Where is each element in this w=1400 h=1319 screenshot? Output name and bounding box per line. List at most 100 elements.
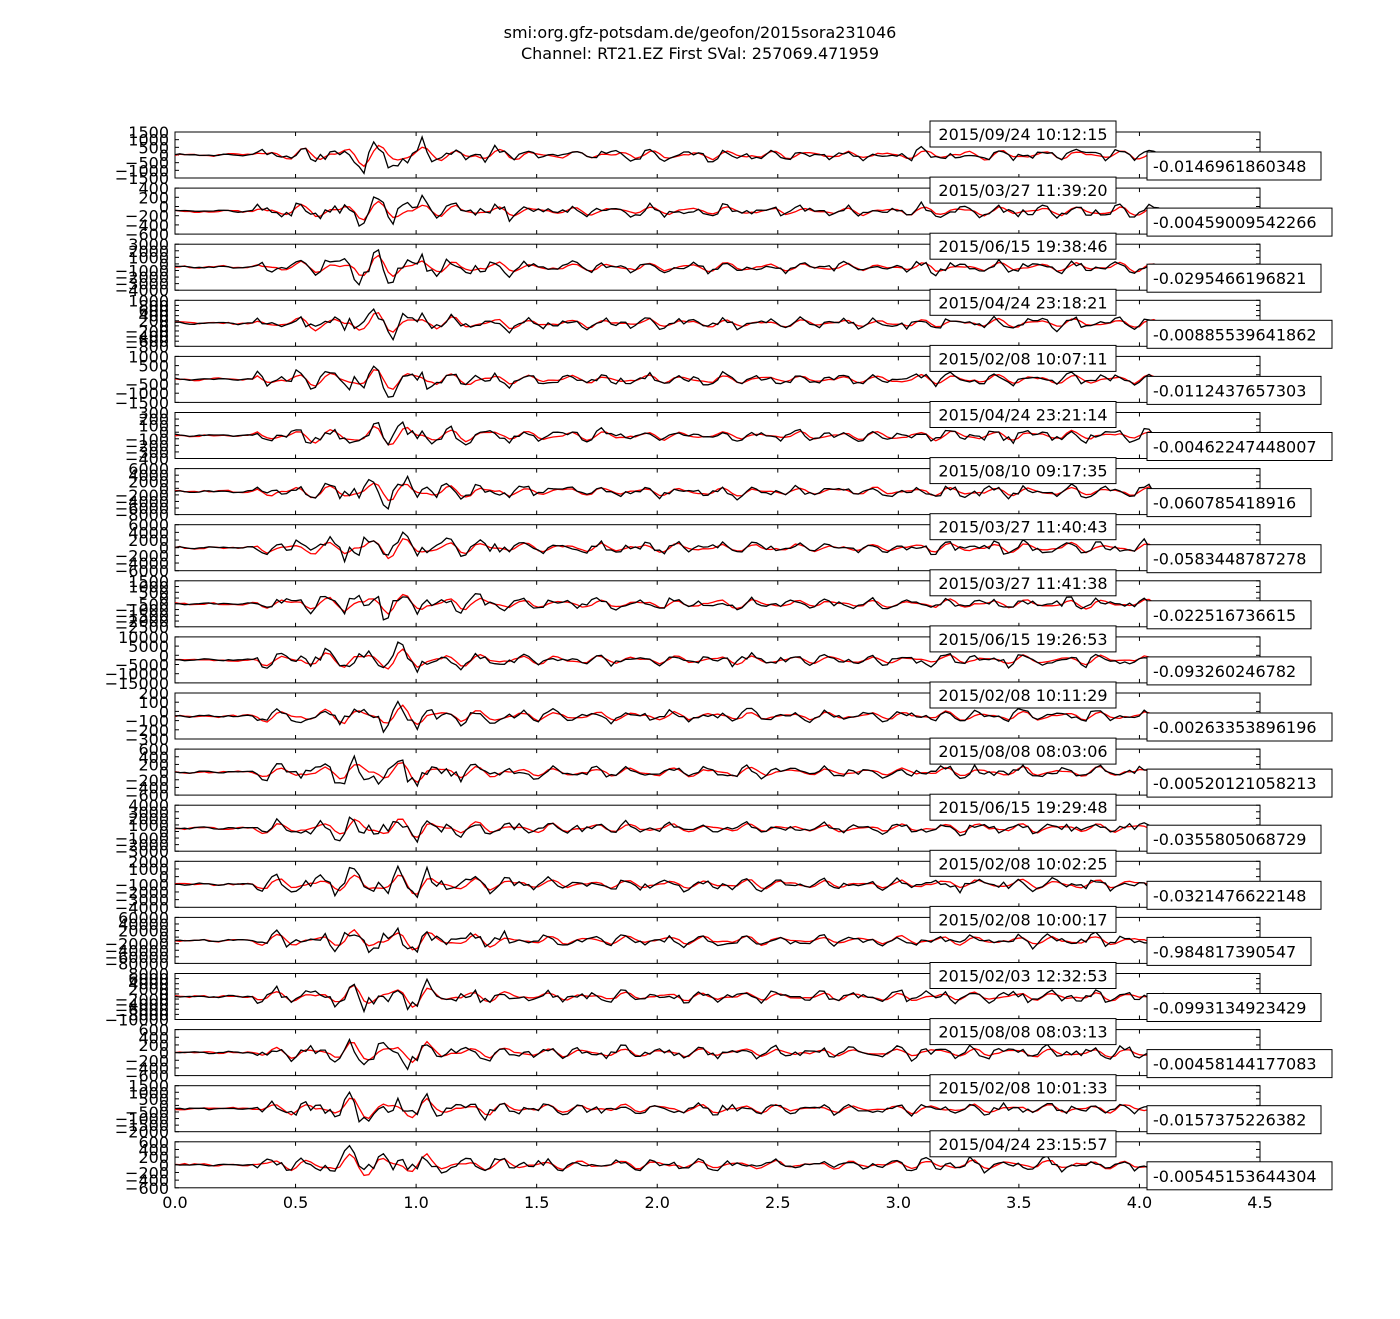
date-label: 2015/03/27 11:40:43 bbox=[938, 518, 1107, 537]
date-label: 2015/02/08 10:11:29 bbox=[938, 686, 1107, 705]
y-tick-label: 0 bbox=[159, 985, 169, 1004]
y-tick-label: 600 bbox=[138, 1133, 169, 1152]
y-tick-label: −40000 bbox=[105, 941, 169, 960]
y-tick-label: −2000 bbox=[115, 836, 169, 855]
date-label: 2015/02/08 10:07:11 bbox=[938, 349, 1107, 368]
y-tick-label: 1000 bbox=[128, 578, 169, 597]
y-tick-label: −600 bbox=[125, 332, 169, 351]
reference-trace bbox=[175, 134, 1164, 175]
y-tick-label: −600 bbox=[125, 225, 169, 244]
date-label: 2015/02/08 10:00:17 bbox=[938, 910, 1107, 929]
chart-title-block: smi:org.gfz-potsdam.de/geofon/2015sora23… bbox=[0, 22, 1400, 64]
reference-trace bbox=[175, 754, 1164, 788]
y-tick-label: −8000 bbox=[115, 506, 169, 525]
y-tick-label: −2000 bbox=[115, 612, 169, 631]
reference-trace bbox=[175, 1144, 1164, 1174]
date-label: 2015/02/08 10:01:33 bbox=[938, 1079, 1107, 1098]
y-tick-label: 1500 bbox=[128, 123, 169, 142]
y-tick-label: −5000 bbox=[115, 656, 169, 675]
y-tick-label: 60000 bbox=[118, 908, 169, 927]
y-tick-label: 800 bbox=[138, 296, 169, 315]
reference-trace bbox=[175, 421, 1164, 446]
correlation-box bbox=[1146, 993, 1322, 1022]
y-tick-label: −200 bbox=[125, 1163, 169, 1182]
correlation-label: -0.0993134923429 bbox=[1153, 999, 1306, 1018]
waveform-panel: 80006000400020000−2000−4000−6000−8000−10… bbox=[105, 962, 1322, 1030]
x-tick-label: 4.0 bbox=[1127, 1193, 1152, 1212]
y-tick-label: 0 bbox=[159, 646, 169, 665]
reference-trace bbox=[175, 308, 1165, 342]
y-tick-label: −200 bbox=[125, 721, 169, 740]
y-tick-label: 200 bbox=[138, 188, 169, 207]
y-tick-label: −6000 bbox=[115, 499, 169, 518]
correlation-box bbox=[1146, 319, 1333, 349]
y-tick-label: −800 bbox=[125, 337, 169, 356]
x-tick-label: 3.0 bbox=[886, 1193, 911, 1212]
y-tick-label: −3000 bbox=[115, 842, 169, 861]
y-tick-label: 1000 bbox=[128, 860, 169, 879]
y-tick-label: 1000 bbox=[128, 291, 169, 310]
y-tick-label: −20000 bbox=[105, 935, 169, 954]
y-tick-label: 200 bbox=[138, 1036, 169, 1055]
correlation-box bbox=[1146, 712, 1333, 742]
y-tick-label: 0 bbox=[159, 763, 169, 782]
correlation-label: -0.0583448787278 bbox=[1153, 550, 1306, 569]
correlation-label: -0.0146961860348 bbox=[1153, 157, 1306, 176]
y-tick-label: −6000 bbox=[115, 1000, 169, 1019]
y-tick-label: −60000 bbox=[105, 948, 169, 967]
y-tick-label: 0 bbox=[159, 423, 169, 442]
y-tick-label: 4000 bbox=[128, 523, 169, 542]
reference-trace bbox=[175, 474, 1164, 511]
date-box bbox=[929, 457, 1117, 485]
x-tick-label: 0.5 bbox=[283, 1193, 308, 1212]
y-tick-label: −400 bbox=[125, 1059, 169, 1078]
y-tick-label: 4000 bbox=[128, 466, 169, 485]
date-label: 2015/08/08 08:03:06 bbox=[938, 742, 1107, 761]
correlation-box bbox=[1146, 488, 1312, 518]
y-tick-label: 400 bbox=[138, 1028, 169, 1047]
x-tick-label: 1.0 bbox=[403, 1193, 428, 1212]
y-tick-label: −4000 bbox=[115, 898, 169, 917]
y-tick-label: 200 bbox=[138, 410, 169, 429]
date-label: 2015/04/24 23:15:57 bbox=[938, 1135, 1107, 1154]
correlation-label: -0.0157375226382 bbox=[1153, 1111, 1306, 1130]
y-tick-label: 400 bbox=[138, 1140, 169, 1159]
y-tick-label: 0 bbox=[159, 255, 169, 274]
y-tick-label: 2000 bbox=[128, 473, 169, 492]
reference-trace bbox=[175, 1037, 1165, 1071]
y-tick-label: −4000 bbox=[115, 492, 169, 511]
date-label: 2015/04/24 23:21:14 bbox=[938, 406, 1107, 425]
y-tick-label: −2000 bbox=[115, 546, 169, 565]
y-tick-label: 2000 bbox=[128, 242, 169, 261]
y-tick-label: 400 bbox=[138, 307, 169, 326]
date-label: 2015/08/10 09:17:35 bbox=[938, 462, 1107, 481]
y-tick-label: −1000 bbox=[115, 161, 169, 180]
correlation-label: -0.00545153644304 bbox=[1153, 1167, 1317, 1186]
y-tick-label: 6000 bbox=[128, 970, 169, 989]
y-tick-label: 0 bbox=[159, 317, 169, 336]
y-tick-label: 3000 bbox=[128, 803, 169, 822]
date-label: 2015/02/03 12:32:53 bbox=[938, 967, 1107, 986]
y-tick-label: 200 bbox=[138, 684, 169, 703]
y-tick-label: 500 bbox=[138, 357, 169, 376]
y-tick-label: 4000 bbox=[128, 796, 169, 815]
y-tick-label: 0 bbox=[159, 198, 169, 217]
y-tick-label: −2000 bbox=[115, 1123, 169, 1142]
y-tick-label: −8000 bbox=[115, 1005, 169, 1024]
y-tick-label: −100 bbox=[125, 712, 169, 731]
template-trace bbox=[175, 874, 1164, 895]
y-tick-label: −80000 bbox=[105, 954, 169, 973]
reference-trace bbox=[175, 864, 1164, 899]
y-tick-label: −600 bbox=[125, 786, 169, 805]
y-tick-label: −2000 bbox=[115, 268, 169, 287]
y-tick-label: −2500 bbox=[115, 618, 169, 637]
